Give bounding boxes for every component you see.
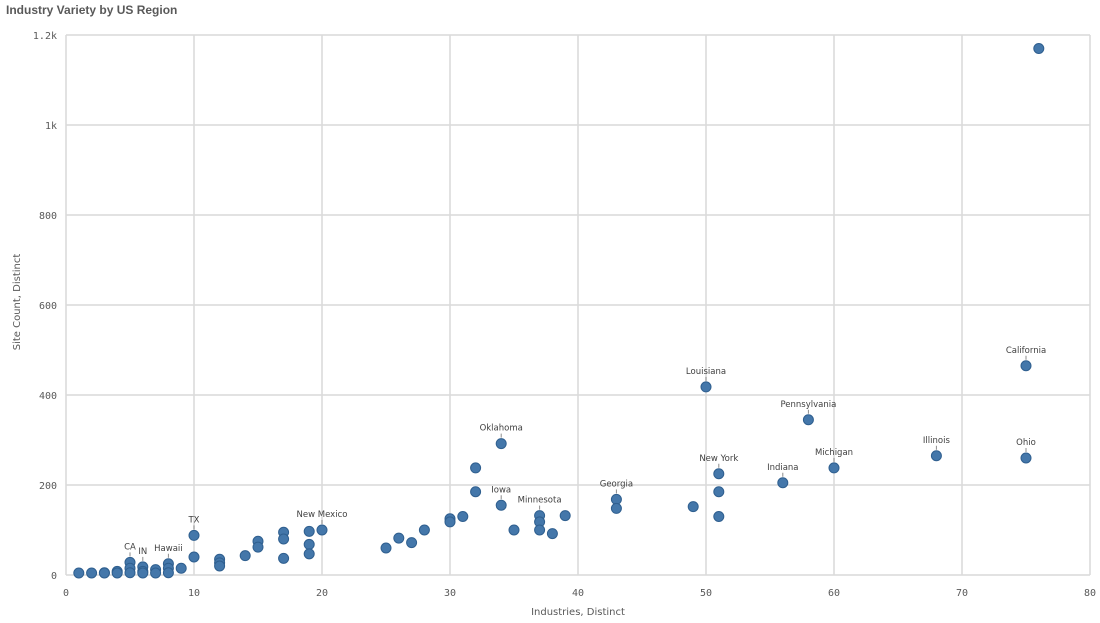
point-label: CA <box>124 542 136 552</box>
data-point[interactable] <box>534 524 546 536</box>
data-point[interactable] <box>418 524 430 536</box>
point-label: New York <box>699 454 738 464</box>
data-point[interactable] <box>930 450 942 462</box>
point-label: Ohio <box>1016 438 1036 448</box>
data-point[interactable] <box>303 525 315 537</box>
data-point[interactable] <box>406 537 418 549</box>
data-points <box>73 43 1045 579</box>
data-point[interactable] <box>687 501 699 513</box>
point-label: California <box>1006 346 1046 356</box>
x-tick-label: 20 <box>316 588 328 599</box>
point-label: Georgia <box>600 479 633 489</box>
x-tick-label: 40 <box>572 588 584 599</box>
y-tick-label: 600 <box>39 301 57 312</box>
data-point[interactable] <box>1020 360 1032 372</box>
data-point[interactable] <box>303 548 315 560</box>
y-axis-ticks: 0 200 400 600 800 1k 1.2k <box>33 31 57 582</box>
data-point[interactable] <box>111 567 123 579</box>
point-label: Hawaii <box>154 544 182 554</box>
data-point[interactable] <box>457 511 469 522</box>
data-point[interactable] <box>1033 43 1045 54</box>
grid-lines <box>65 34 1091 576</box>
data-point[interactable] <box>495 438 507 450</box>
point-label: TX <box>187 515 199 525</box>
data-point[interactable] <box>73 567 85 579</box>
x-axis-ticks: 0 10 20 30 40 50 60 70 80 <box>63 588 1096 599</box>
x-tick-label: 80 <box>1084 588 1096 599</box>
point-label: Louisiana <box>686 367 726 377</box>
data-point[interactable] <box>444 516 456 528</box>
data-point[interactable] <box>162 567 174 579</box>
data-point[interactable] <box>303 538 315 550</box>
data-point[interactable] <box>188 529 200 541</box>
data-point[interactable] <box>98 567 110 579</box>
point-label: New Mexico <box>297 510 348 520</box>
data-point[interactable] <box>713 511 725 522</box>
y-tick-label: 0 <box>51 571 57 582</box>
data-point[interactable] <box>188 551 200 563</box>
point-label: Iowa <box>491 485 511 495</box>
data-point[interactable] <box>777 477 789 489</box>
point-label: Oklahoma <box>480 424 523 434</box>
y-tick-label: 1.2k <box>33 31 57 42</box>
point-label: Illinois <box>923 436 951 446</box>
x-tick-label: 70 <box>956 588 968 599</box>
y-tick-label: 200 <box>39 481 57 492</box>
data-point[interactable] <box>214 560 226 572</box>
y-tick-label: 400 <box>39 391 57 402</box>
data-point[interactable] <box>1020 452 1032 464</box>
x-tick-label: 60 <box>828 588 840 599</box>
point-label: IN <box>138 547 147 557</box>
data-point[interactable] <box>508 524 520 536</box>
data-point[interactable] <box>175 562 187 574</box>
data-point[interactable] <box>393 532 405 544</box>
data-point[interactable] <box>470 486 482 498</box>
data-point[interactable] <box>828 462 840 474</box>
point-label: Michigan <box>815 448 853 458</box>
x-tick-label: 50 <box>700 588 712 599</box>
point-labels: California Ohio Illinois Michigan Pennsylvan… <box>124 346 1046 561</box>
data-point[interactable] <box>700 381 712 393</box>
data-point[interactable] <box>546 528 558 540</box>
x-tick-label: 30 <box>444 588 456 599</box>
x-tick-label: 0 <box>63 588 69 599</box>
y-tick-label: 1k <box>45 121 57 132</box>
point-label: Pennsylvania <box>780 400 836 410</box>
data-point[interactable] <box>495 499 507 511</box>
data-point[interactable] <box>137 567 149 579</box>
y-tick-label: 800 <box>39 211 57 222</box>
data-point[interactable] <box>278 552 290 564</box>
data-point[interactable] <box>86 567 98 579</box>
data-point[interactable] <box>316 524 328 536</box>
y-axis-label: Site Count, Distinct <box>12 254 23 351</box>
data-point[interactable] <box>610 502 622 514</box>
chart-title: Industry Variety by US Region <box>6 3 178 17</box>
data-point[interactable] <box>559 510 571 522</box>
data-point[interactable] <box>380 542 392 554</box>
data-point[interactable] <box>470 462 482 474</box>
x-axis-label: Industries, Distinct <box>531 607 625 618</box>
x-tick-label: 10 <box>188 588 200 599</box>
data-point[interactable] <box>713 468 725 480</box>
point-label: Indiana <box>767 463 798 473</box>
data-point[interactable] <box>252 541 264 553</box>
point-label: Minnesota <box>518 496 562 506</box>
data-point[interactable] <box>278 533 290 545</box>
data-point[interactable] <box>802 414 814 426</box>
data-point[interactable] <box>124 567 136 579</box>
data-point[interactable] <box>239 550 251 562</box>
data-point[interactable] <box>150 567 162 579</box>
data-point[interactable] <box>713 486 725 498</box>
